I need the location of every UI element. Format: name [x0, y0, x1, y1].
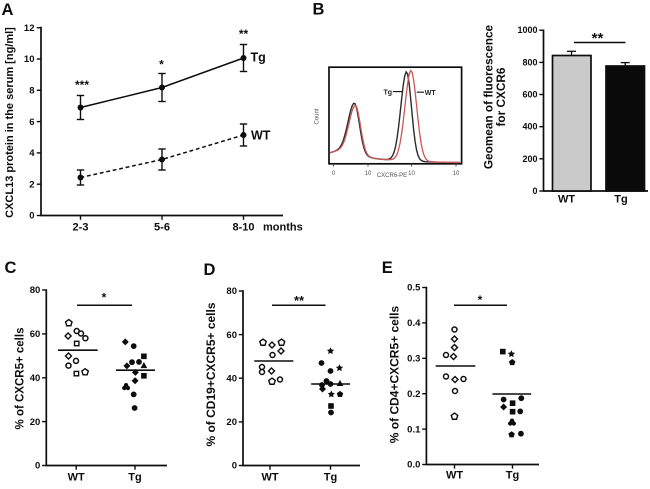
svg-text:**: ** — [239, 27, 249, 41]
svg-text:*: * — [159, 58, 164, 72]
svg-text:***: *** — [75, 78, 89, 92]
svg-text:WT: WT — [446, 470, 463, 482]
svg-text:Tg: Tg — [251, 51, 266, 65]
svg-text:Tg: Tg — [383, 89, 392, 96]
svg-text:8-10: 8-10 — [232, 222, 254, 234]
svg-text:**: ** — [294, 293, 305, 308]
svg-text:600: 600 — [522, 90, 537, 100]
svg-text:C: C — [5, 259, 17, 277]
svg-text:0.1: 0.1 — [407, 424, 421, 435]
svg-text:12: 12 — [24, 23, 35, 34]
svg-text:*: * — [102, 291, 107, 305]
svg-text:D: D — [204, 261, 216, 279]
svg-text:4: 4 — [29, 148, 35, 159]
svg-text:0.2: 0.2 — [407, 389, 420, 400]
svg-text:20: 20 — [226, 417, 237, 428]
svg-text:60: 60 — [30, 329, 41, 340]
svg-text:CXCR6-PE: CXCR6-PE — [377, 173, 407, 179]
svg-text:Tg: Tg — [506, 470, 519, 482]
svg-text:2: 2 — [29, 179, 34, 190]
svg-text:months: months — [263, 222, 303, 234]
svg-text:Tg: Tg — [324, 472, 337, 484]
svg-text:% of CD19+CXCR5+ cells: % of CD19+CXCR5+ cells — [204, 302, 218, 446]
svg-text:60: 60 — [226, 330, 237, 341]
svg-text:400: 400 — [522, 122, 537, 132]
svg-text:for CXCR6: for CXCR6 — [494, 67, 508, 126]
svg-text:0.5: 0.5 — [407, 283, 421, 294]
svg-text:% of CXCR5+ cells: % of CXCR5+ cells — [15, 328, 27, 430]
svg-text:10: 10 — [453, 171, 460, 177]
svg-text:80: 80 — [226, 286, 237, 297]
svg-text:80: 80 — [30, 285, 41, 296]
svg-text:Tg: Tg — [614, 194, 627, 206]
svg-text:40: 40 — [30, 373, 41, 384]
svg-text:0.3: 0.3 — [407, 354, 420, 365]
svg-text:800: 800 — [522, 57, 537, 67]
svg-text:2-3: 2-3 — [73, 222, 89, 234]
svg-text:WT: WT — [68, 472, 85, 484]
svg-text:8: 8 — [29, 86, 34, 97]
svg-text:B: B — [313, 0, 325, 18]
svg-text:E: E — [382, 259, 393, 277]
svg-text:Tg: Tg — [128, 472, 141, 484]
svg-text:5-6: 5-6 — [154, 222, 170, 234]
svg-text:0: 0 — [35, 461, 40, 472]
svg-text:**: ** — [592, 30, 604, 47]
svg-text:WT: WT — [261, 472, 278, 484]
svg-text:10: 10 — [408, 171, 415, 177]
svg-text:Geomean of fluorescence: Geomean of fluorescence — [482, 24, 496, 169]
svg-text:WT: WT — [425, 90, 437, 97]
svg-text:1000: 1000 — [517, 25, 537, 35]
svg-text:% of CD4+CXCR5+ cells: % of CD4+CXCR5+ cells — [387, 305, 401, 443]
svg-text:200: 200 — [522, 154, 537, 164]
svg-text:WT: WT — [251, 129, 271, 143]
svg-text:0.0: 0.0 — [407, 460, 420, 471]
svg-text:6: 6 — [29, 117, 34, 128]
svg-text:*: * — [478, 293, 483, 307]
svg-text:0: 0 — [232, 461, 237, 472]
svg-text:0: 0 — [332, 171, 336, 177]
svg-text:CXCL13 protein in the serum [n: CXCL13 protein in the serum [ng/ml] — [4, 27, 16, 218]
svg-text:A: A — [2, 1, 14, 19]
svg-text:40: 40 — [226, 373, 237, 384]
svg-text:0.4: 0.4 — [407, 318, 421, 329]
svg-text:10: 10 — [365, 171, 372, 177]
svg-text:0: 0 — [532, 186, 537, 196]
svg-text:0: 0 — [29, 211, 34, 222]
svg-text:WT: WT — [558, 194, 575, 206]
svg-text:Count: Count — [315, 108, 321, 124]
svg-text:10: 10 — [24, 54, 35, 65]
svg-text:20: 20 — [30, 417, 41, 428]
